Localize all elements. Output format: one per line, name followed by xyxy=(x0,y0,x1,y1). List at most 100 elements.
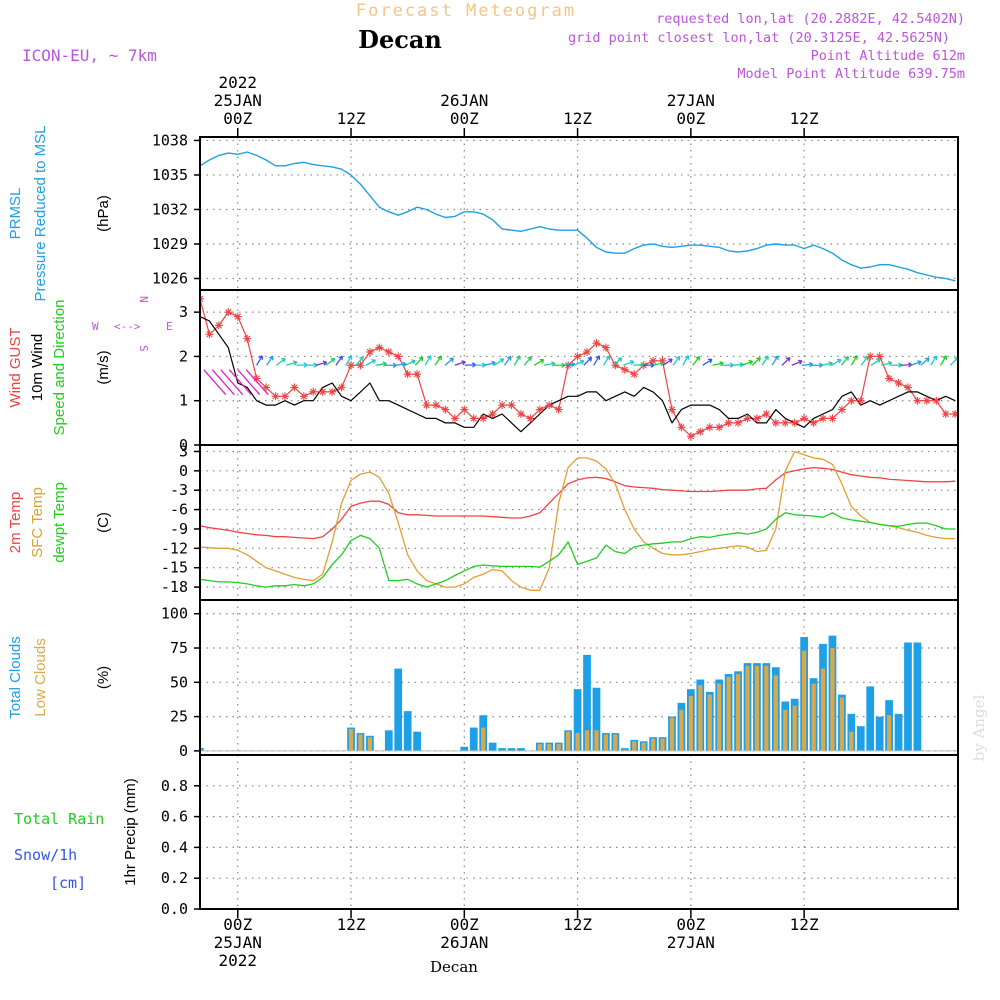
wind-direction-arrow xyxy=(613,357,623,366)
gust-marker xyxy=(913,396,922,405)
wind-direction-arrowhead xyxy=(371,359,376,364)
wind-direction-arrowhead xyxy=(719,361,724,367)
gust-marker xyxy=(450,414,459,423)
gust-marker xyxy=(583,348,592,356)
bar-low-clouds xyxy=(367,737,373,751)
panel-frame-precip xyxy=(199,754,959,910)
bar-total-clouds xyxy=(469,727,478,751)
wind-direction-arrowhead xyxy=(863,355,869,361)
wind-direction-arrowhead xyxy=(449,357,454,363)
wind-direction-arrow xyxy=(771,355,779,366)
wind-direction-arrow xyxy=(266,355,274,366)
gust-marker xyxy=(790,418,799,427)
x-tick-label-bottom: 00Z xyxy=(223,915,252,934)
wind-direction-arrowhead xyxy=(756,357,761,362)
gust-marker xyxy=(819,414,828,423)
gust-marker xyxy=(932,396,941,405)
bar-low-clouds xyxy=(886,715,892,751)
gust-marker xyxy=(705,423,714,432)
wind-direction-arrow xyxy=(880,362,892,366)
gust-marker xyxy=(365,348,374,356)
wind-direction-arrowhead xyxy=(668,358,673,364)
bar-low-clouds xyxy=(358,734,363,751)
compass-south: S xyxy=(137,345,150,352)
x-tick-label-bottom: 00Z xyxy=(450,915,479,934)
x-tick-label-bottom: 26JAN xyxy=(440,933,488,952)
bar-low-clouds xyxy=(802,650,807,751)
bar-low-clouds xyxy=(773,675,778,751)
bar-low-clouds xyxy=(745,665,750,751)
x-tick-label-top: 00Z xyxy=(450,109,479,128)
bar-low-clouds xyxy=(688,696,693,751)
y-tick-label: 0 xyxy=(179,462,188,480)
y-tick-label: 1 xyxy=(179,392,188,410)
gust-marker xyxy=(922,396,931,405)
gust-marker xyxy=(752,414,761,423)
gust-marker xyxy=(318,387,327,396)
wind-direction-arrow xyxy=(831,358,842,366)
panel-frame-wind xyxy=(199,289,959,446)
wind-direction-arrow xyxy=(256,355,263,366)
x-tick-label-bottom: 27JAN xyxy=(667,933,715,952)
gust-marker xyxy=(460,405,469,414)
wind-direction-arrow xyxy=(860,356,869,366)
x-tick-label-top: 27JAN xyxy=(667,91,715,110)
panel-frame-temp xyxy=(199,444,959,601)
bar-low-clouds xyxy=(669,717,675,751)
wind-direction-arrowhead xyxy=(527,356,532,361)
wind-direction-arrowhead xyxy=(629,359,635,366)
bar-total-clouds xyxy=(894,713,903,751)
wind-direction-arrow xyxy=(228,369,252,396)
bar-low-clouds xyxy=(584,730,590,751)
panel-label-wind: 10m Wind xyxy=(29,334,46,402)
bar-total-clouds xyxy=(498,748,506,751)
gust-marker xyxy=(224,308,233,317)
panel-frame-pressure xyxy=(199,136,959,291)
gust-marker xyxy=(431,401,440,410)
wind-direction-arrowhead xyxy=(579,359,585,365)
y-tick-label: 2 xyxy=(179,347,188,365)
x-tick-label-top: 00Z xyxy=(223,109,252,128)
wind-direction-arrowhead xyxy=(876,358,881,363)
wind-direction-arrowhead xyxy=(785,357,791,362)
panel-label-clouds: Total Clouds xyxy=(7,636,24,719)
gust-marker xyxy=(715,423,724,432)
gust-marker xyxy=(630,370,639,379)
gust-marker xyxy=(677,423,686,432)
clouds-series-group xyxy=(200,635,958,752)
gust-marker xyxy=(828,414,837,423)
y-tick-label: 0.8 xyxy=(161,777,188,795)
bar-low-clouds xyxy=(792,705,797,751)
wind-direction-arrowhead xyxy=(322,360,328,366)
gust-marker xyxy=(262,383,271,392)
panel-label-precip: 1hr Precip (mm) xyxy=(122,778,139,886)
x-tick-label-bottom: 12Z xyxy=(337,915,366,934)
gust-marker xyxy=(394,352,403,361)
bar-low-clouds xyxy=(717,683,722,751)
snow-legend: Snow/1h xyxy=(14,846,77,864)
gust-marker xyxy=(894,379,903,387)
wind-direction-arrow xyxy=(593,355,600,366)
wind-direction-arrowhead xyxy=(292,360,298,366)
bar-total-clouds xyxy=(573,689,582,751)
gust-marker xyxy=(903,383,912,392)
y-tick-label: 1026 xyxy=(152,269,188,287)
bar-low-clouds xyxy=(849,731,854,751)
gust-marker xyxy=(469,414,478,423)
bar-total-clouds xyxy=(856,726,865,751)
wind-direction-arrowhead xyxy=(258,355,263,360)
wind-direction-arrow xyxy=(682,355,689,366)
y-tick-label: 0.6 xyxy=(161,808,188,826)
x-tick-label-top: 00Z xyxy=(676,109,705,128)
wind-direction-arrow xyxy=(220,369,244,396)
gust-marker xyxy=(328,387,337,396)
watermark: by Angel xyxy=(970,694,988,761)
wind-direction-arrow xyxy=(930,355,938,366)
wind-direction-arrowhead xyxy=(773,355,779,360)
wind-direction-arrow xyxy=(583,357,592,366)
bar-low-clouds xyxy=(632,741,637,751)
gust-marker xyxy=(611,361,620,370)
gust-marker xyxy=(205,330,214,339)
wind-direction-arrowhead xyxy=(491,360,496,366)
wind-direction-arrowhead xyxy=(924,357,930,363)
